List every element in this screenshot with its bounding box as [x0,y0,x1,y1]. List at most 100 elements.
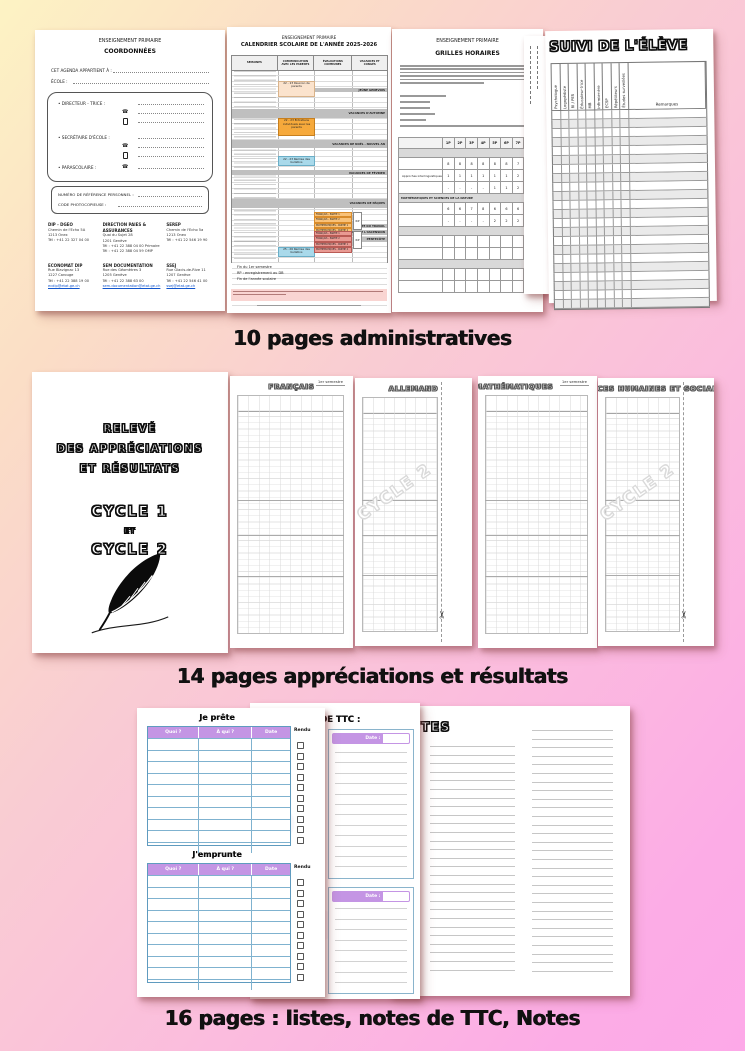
list-table-cell[interactable] [252,751,290,762]
suivi-remarks-label: Remarques [655,101,679,107]
rendu-checkbox[interactable] [297,879,304,886]
list-table-cell[interactable] [199,773,253,784]
list-table-cell[interactable] [199,899,253,910]
rendu-checkbox[interactable] [297,900,304,907]
rendu-checkbox[interactable] [297,752,304,760]
list-table-cell[interactable] [252,774,290,785]
list-table-cell[interactable] [252,876,290,887]
list-table-cell[interactable] [199,750,253,761]
list-table-cell[interactable] [199,796,253,807]
list-table-cell[interactable] [199,933,253,944]
list-table-cell[interactable] [252,957,290,968]
rendu-checkbox[interactable] [297,931,304,939]
list-table-cell[interactable] [148,796,200,807]
list-table-cell[interactable] [199,956,253,967]
list-table-cell[interactable] [252,762,290,773]
list-table-cell[interactable] [199,808,253,819]
rendu-checkbox[interactable] [297,742,304,749]
list-table-cell[interactable] [148,945,200,956]
rendu-checkbox[interactable] [297,921,304,928]
rendu-checkbox[interactable] [297,773,304,781]
subject-title: MATHÉMATIQUES [478,383,554,392]
list-table-cell[interactable] [252,945,290,956]
list-table-cell[interactable] [148,979,200,990]
list-table-cell[interactable] [199,739,253,750]
list-table-cell[interactable] [252,820,290,831]
list-table-cell[interactable] [148,831,200,842]
list-table-cell[interactable] [148,956,200,967]
list-table-cell[interactable] [148,933,200,944]
list-table-cell[interactable] [199,968,253,979]
ttc-rule-line [335,939,407,941]
rendu-checkbox[interactable] [297,942,304,949]
page-subject-mathematiques: MATHÉMATIQUES 1er semestre [478,376,597,648]
directory-email[interactable]: ssej@etat.ge.ch [166,284,196,289]
ttc-rule-line [335,856,407,857]
directory-email[interactable]: ecdip@etat.ge.ch [48,284,80,289]
rendu-checkbox[interactable] [297,826,304,833]
list-table-cell[interactable] [148,922,200,933]
list-table-cell[interactable] [148,887,200,898]
list-table-cell[interactable] [252,785,290,796]
list-table-cell[interactable] [148,819,200,830]
list-table-cell[interactable] [252,888,290,899]
list-table-cell[interactable] [148,842,200,853]
list-table-cell[interactable] [199,819,253,830]
rendu-checkbox[interactable] [297,963,304,970]
suivi-body-cell [604,182,613,191]
list-table-cell[interactable] [199,922,253,933]
list-table-cell[interactable] [148,910,200,921]
rendu-checkbox[interactable] [297,952,304,960]
list-table-cell[interactable] [199,945,253,956]
suivi-body-cell [569,128,579,137]
list-table-cell[interactable] [148,762,200,773]
list-table-cell[interactable] [199,979,253,990]
list-table-cell[interactable] [199,762,253,773]
rendu-checkbox[interactable] [297,794,304,802]
ttc-date-field-2[interactable] [382,891,410,902]
rendu-checkbox[interactable] [297,910,304,918]
suivi-body-cell [562,272,572,281]
list-table-cell[interactable] [252,808,290,819]
list-table-cell[interactable] [252,797,290,808]
suivi-body-cell [604,191,613,200]
list-table-cell[interactable] [148,808,200,819]
list-table-cell[interactable] [199,842,253,853]
list-table-cell[interactable] [252,968,290,979]
list-table-cell[interactable] [252,911,290,922]
rendu-checkbox[interactable] [297,784,304,791]
rendu-checkbox[interactable] [297,805,304,812]
rendu-checkbox[interactable] [297,973,304,981]
grilles-value-cell [455,269,467,280]
list-table-cell[interactable] [199,831,253,842]
grilles-value-cell: 1 [501,170,513,181]
suivi-body-cell [570,191,579,200]
emprunter-title: J'emprunte [192,850,242,859]
list-table-cell[interactable] [252,934,290,945]
list-table-cell[interactable] [148,739,200,750]
suivi-body-cell [621,200,631,209]
list-table-cell[interactable] [148,876,200,887]
list-table-cell[interactable] [199,785,253,796]
list-table-cell[interactable] [199,887,253,898]
list-table-cell[interactable] [199,876,253,887]
list-table-cell[interactable] [252,980,290,991]
list-table-cell[interactable] [148,899,200,910]
list-table-cell[interactable] [252,739,290,750]
list-table-cell[interactable] [252,922,290,933]
list-table-cell[interactable] [252,899,290,910]
rendu-checkbox[interactable] [297,836,304,844]
list-table-cell[interactable] [252,831,290,842]
rendu-checkbox[interactable] [297,889,304,897]
list-table-cell[interactable] [148,785,200,796]
rendu-checkbox[interactable] [297,763,304,770]
list-table-cell[interactable] [148,750,200,761]
directory-email[interactable]: sem.documentation@etat.ge.ch [102,284,161,289]
ttc-date-field[interactable] [382,733,410,744]
ref-line-2 [118,206,202,207]
list-table-cell[interactable] [148,773,200,784]
rendu-checkbox[interactable] [297,815,304,823]
list-table-cell[interactable] [199,910,253,921]
phone-icon: ☎ [122,143,129,149]
list-table-cell[interactable] [148,968,200,979]
